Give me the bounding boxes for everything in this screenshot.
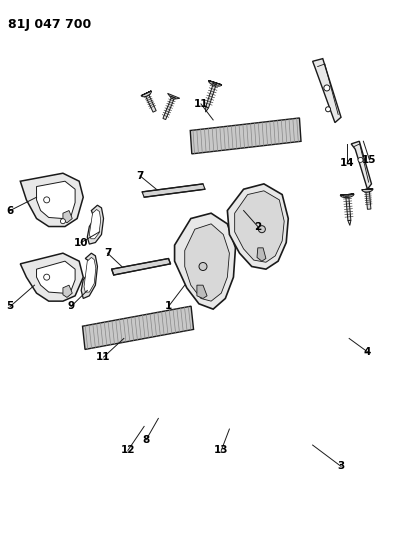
Text: 3: 3: [337, 462, 344, 471]
Polygon shape: [196, 285, 207, 298]
Polygon shape: [208, 80, 221, 86]
Circle shape: [198, 262, 207, 271]
Text: 6: 6: [6, 206, 14, 215]
Polygon shape: [63, 285, 72, 297]
Polygon shape: [20, 173, 83, 227]
Text: 10: 10: [74, 238, 88, 247]
Polygon shape: [141, 91, 151, 97]
Polygon shape: [36, 261, 75, 293]
Polygon shape: [84, 257, 96, 292]
Polygon shape: [256, 248, 265, 261]
Text: 15: 15: [361, 155, 376, 165]
Polygon shape: [87, 205, 103, 244]
Polygon shape: [361, 189, 372, 192]
Text: 14: 14: [339, 158, 354, 167]
Circle shape: [258, 225, 265, 233]
Polygon shape: [345, 195, 350, 221]
Text: 1: 1: [164, 302, 172, 311]
Text: 11: 11: [193, 99, 208, 109]
Polygon shape: [365, 189, 370, 209]
Polygon shape: [20, 253, 83, 301]
Polygon shape: [350, 141, 371, 189]
Polygon shape: [174, 213, 235, 309]
Circle shape: [325, 107, 330, 112]
Text: 7: 7: [136, 171, 143, 181]
Text: 13: 13: [213, 446, 228, 455]
Circle shape: [323, 85, 329, 91]
Polygon shape: [184, 224, 229, 301]
Polygon shape: [312, 59, 340, 123]
Polygon shape: [227, 184, 288, 269]
Polygon shape: [347, 220, 350, 225]
Text: 12: 12: [120, 446, 135, 455]
Polygon shape: [142, 184, 205, 197]
Polygon shape: [167, 93, 179, 99]
Circle shape: [44, 197, 49, 203]
Polygon shape: [339, 194, 353, 198]
Polygon shape: [162, 98, 173, 119]
Text: 11: 11: [96, 352, 111, 362]
Text: 2: 2: [254, 222, 261, 231]
Text: 4: 4: [363, 347, 370, 357]
Text: 7: 7: [104, 248, 111, 258]
Polygon shape: [36, 181, 75, 219]
Polygon shape: [81, 253, 97, 298]
Circle shape: [357, 157, 362, 163]
Polygon shape: [111, 259, 170, 275]
Polygon shape: [89, 209, 100, 239]
Polygon shape: [190, 118, 300, 154]
Text: 8: 8: [142, 435, 149, 445]
Polygon shape: [82, 306, 193, 350]
Circle shape: [44, 274, 49, 280]
Polygon shape: [63, 211, 72, 223]
Text: 9: 9: [67, 302, 75, 311]
Circle shape: [60, 219, 65, 224]
Text: 5: 5: [6, 302, 14, 311]
Polygon shape: [205, 82, 216, 108]
Polygon shape: [205, 107, 208, 112]
Polygon shape: [144, 93, 156, 112]
Polygon shape: [234, 191, 284, 262]
Text: 81J 047 700: 81J 047 700: [8, 18, 91, 31]
